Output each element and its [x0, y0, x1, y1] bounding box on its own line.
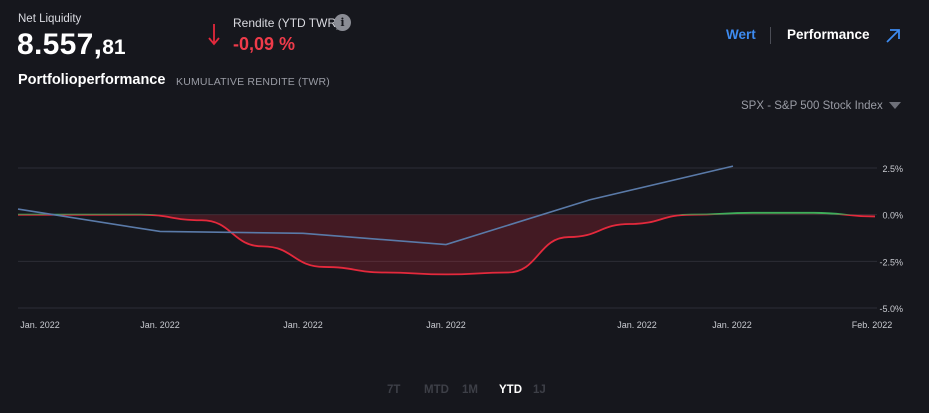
x-tick-label: Jan. 2022: [617, 320, 657, 330]
x-tick-label: Jan. 2022: [20, 320, 60, 330]
range-button-mtd[interactable]: MTD: [424, 384, 449, 396]
info-icon[interactable]: i: [334, 14, 351, 31]
x-tick-label: Jan. 2022: [426, 320, 466, 330]
range-button-ytd[interactable]: YTD: [499, 384, 522, 396]
expand-arrow-icon[interactable]: [885, 28, 901, 44]
tab-divider: [770, 27, 771, 44]
y-tick-label: -5.0%: [879, 304, 903, 314]
net-liquidity-label: Net Liquidity: [18, 13, 82, 25]
y-tick-label: -2.5%: [879, 257, 903, 267]
caret-down-icon[interactable]: [889, 102, 901, 110]
rendite-label: Rendite (YTD TWR): [233, 16, 341, 30]
tab-performance[interactable]: Performance: [787, 27, 870, 42]
x-tick-label: Jan. 2022: [140, 320, 180, 330]
tab-wert[interactable]: Wert: [726, 27, 756, 42]
range-button-1m[interactable]: 1M: [462, 384, 478, 396]
range-button-7t[interactable]: 7T: [387, 384, 401, 396]
section-title: Portfolioperformance: [18, 72, 166, 88]
arrow-down-icon: [208, 24, 220, 46]
benchmark-select[interactable]: SPX - S&P 500 Stock Index: [741, 100, 883, 112]
rendite-value: -0,09 %: [233, 34, 296, 54]
y-tick-label: 2.5%: [882, 164, 903, 174]
x-tick-label: Jan. 2022: [712, 320, 752, 330]
section-subtitle: KUMULATIVE RENDITE (TWR): [176, 76, 330, 88]
benchmark-line: [17, 165, 734, 246]
portfolio-line-negative: [18, 214, 876, 276]
y-tick-label: 0.0%: [882, 211, 903, 221]
net-liquidity-decimals: 81: [102, 36, 126, 59]
net-liquidity-integer: 8.557,: [17, 28, 103, 61]
portfolio-line-positive: [18, 211, 853, 215]
range-selector: 7T MTD 1M YTD 1J: [0, 384, 929, 402]
x-tick-label: Feb. 2022: [852, 320, 893, 330]
net-liquidity-value: 8.557,81: [17, 28, 126, 62]
range-button-1j[interactable]: 1J: [533, 384, 546, 396]
performance-chart: 2.5% 0.0% -2.5% -5.0% Jan. 2022 Jan. 2022 Jan.…: [17, 164, 903, 330]
x-tick-label: Jan. 2022: [283, 320, 323, 330]
